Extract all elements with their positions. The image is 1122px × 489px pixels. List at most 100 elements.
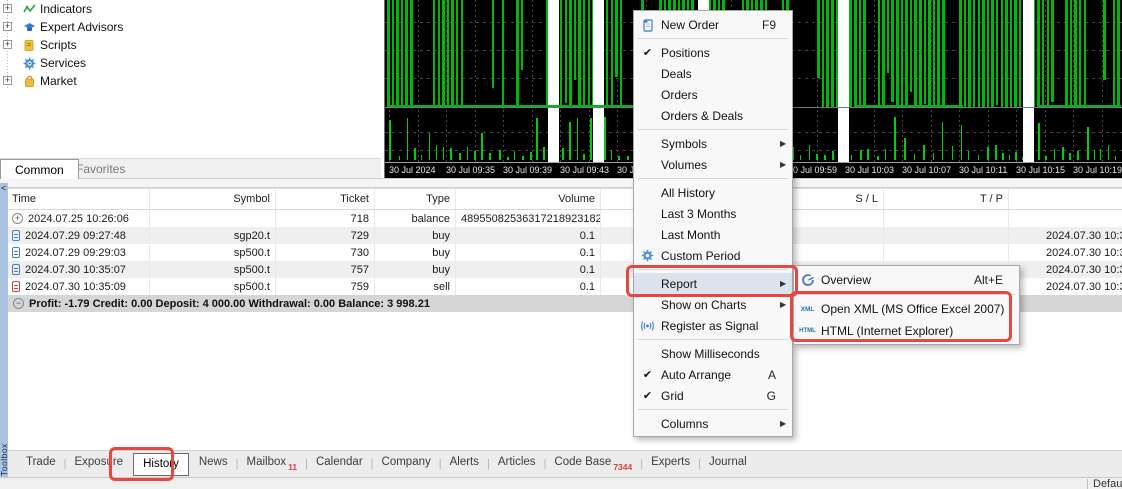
- volume-bar: [414, 148, 416, 160]
- price-bar: [982, 0, 985, 107]
- menu-item-last-month[interactable]: Last Month: [634, 224, 792, 245]
- menu-separator: [634, 266, 792, 273]
- tab-alerts[interactable]: Alerts: [444, 456, 485, 472]
- menu-item-label: Columns: [661, 416, 709, 431]
- volume-bar: [406, 118, 409, 160]
- navigator-item-market[interactable]: + Market: [0, 72, 380, 90]
- volume-bar: [932, 153, 935, 160]
- tab-articles[interactable]: Articles: [492, 456, 542, 472]
- menu-item-label: Overview: [821, 273, 872, 287]
- menu-item-auto-arrange[interactable]: ✔ Auto Arrange A: [634, 364, 792, 385]
- menu-item-label: Register as Signal: [661, 318, 759, 333]
- menu-item-report[interactable]: Report ▶: [634, 273, 792, 294]
- column-header-sl[interactable]: S / L: [759, 189, 884, 209]
- column-header-volume[interactable]: Volume: [456, 189, 601, 209]
- price-bar: [587, 0, 590, 107]
- tab-news[interactable]: News: [193, 456, 234, 472]
- history-row[interactable]: 2024.07.29 09:27:48 sgp20.t 729 buy 0.1 2024.…: [8, 227, 1122, 244]
- toolbox-dock-strip[interactable]: [0, 183, 8, 477]
- tab-history[interactable]: History: [133, 452, 189, 476]
- tab-exposure[interactable]: Exposure: [68, 456, 129, 472]
- menu-item-orders[interactable]: Orders: [634, 84, 792, 105]
- history-row[interactable]: +2024.07.25 10:26:06 718 balance 4895508253…: [8, 210, 1122, 227]
- volume-bar: [792, 147, 794, 160]
- tab-journal[interactable]: Journal: [703, 456, 753, 472]
- tab-trade[interactable]: Trade: [20, 456, 62, 472]
- column-header-time[interactable]: Time: [8, 189, 150, 209]
- tab-company[interactable]: Company: [376, 456, 437, 472]
- navigator-item-indicators[interactable]: + Indicators: [0, 0, 380, 18]
- volume-bar: [995, 145, 997, 160]
- tab-experts[interactable]: Experts: [645, 456, 696, 472]
- navigator-item-expert-advisors[interactable]: + Expert Advisors: [0, 18, 380, 36]
- price-bar: [919, 0, 922, 107]
- volume-bar: [499, 150, 501, 160]
- time-axis-label: 30 Jul 10:19: [1073, 165, 1122, 175]
- menu-item-deals[interactable]: Deals: [634, 63, 792, 84]
- chart-gridline-v: [446, 0, 447, 162]
- menu-item-columns[interactable]: Columns ▶: [634, 413, 792, 434]
- volume-bar: [913, 154, 915, 160]
- menu-item-show-on-charts[interactable]: Show on Charts ▶: [634, 294, 792, 315]
- menu-item-volumes[interactable]: Volumes ▶: [634, 154, 792, 175]
- column-header-type[interactable]: Type: [375, 189, 456, 209]
- submenu-item-open-xml-ms-office-excel-2007-[interactable]: XML Open XML (MS Office Excel 2007): [794, 298, 1019, 320]
- collapse-arrow-icon[interactable]: <: [1, 183, 7, 193]
- navigator-tab-favorites[interactable]: Favorites: [76, 162, 126, 176]
- navigator-item-services[interactable]: Services: [0, 54, 380, 72]
- horizontal-splitter[interactable]: [0, 178, 1122, 188]
- volume-bar: [1008, 155, 1011, 160]
- price-bar: [387, 0, 390, 107]
- expand-plus-icon[interactable]: +: [3, 3, 12, 13]
- tab-code-base[interactable]: Code Base 7344: [548, 456, 638, 472]
- menu-item-label: New Order: [661, 17, 720, 32]
- menu-item-positions[interactable]: ✔ Positions: [634, 42, 792, 63]
- status-profile-label[interactable]: Default: [1093, 478, 1122, 489]
- navigator-tab-common[interactable]: Common: [0, 159, 79, 179]
- cell-time: 2024.07.29 09:29:03: [8, 244, 150, 261]
- volume-bar: [987, 147, 989, 160]
- expand-plus-icon[interactable]: +: [3, 21, 12, 31]
- tab-mailbox[interactable]: Mailbox 11: [240, 456, 303, 472]
- menu-item-show-milliseconds[interactable]: Show Milliseconds: [634, 343, 792, 364]
- volume-bar: [420, 155, 423, 160]
- price-bar: [882, 0, 885, 107]
- tab-label: Trade: [26, 456, 56, 468]
- history-row[interactable]: 2024.07.30 10:35:09 sp500.t 759 sell 0.1 2024…: [8, 278, 1122, 295]
- expand-plus-icon[interactable]: +: [3, 39, 12, 49]
- cell-volume: 0.1: [456, 227, 601, 244]
- price-bar: [564, 0, 567, 103]
- menu-item-last-3-months[interactable]: Last 3 Months: [634, 203, 792, 224]
- tab-divider: |: [698, 458, 701, 470]
- volume-bar: [860, 150, 862, 160]
- history-row[interactable]: 2024.07.29 09:29:03 sp500.t 730 buy 0.1 2024.…: [8, 244, 1122, 261]
- volume-bar: [459, 153, 461, 160]
- navigator-item-label: Expert Advisors: [40, 20, 124, 34]
- price-bar: [968, 0, 971, 107]
- submenu-item-overview[interactable]: Overview Alt+E: [794, 269, 1019, 291]
- column-header-symbol[interactable]: Symbol: [150, 189, 276, 209]
- menu-item-all-history[interactable]: All History: [634, 182, 792, 203]
- expand-plus-icon[interactable]: +: [3, 75, 12, 85]
- submenu-item-html-internet-explorer-[interactable]: HTML HTML (Internet Explorer): [794, 320, 1019, 342]
- price-bar: [405, 0, 408, 107]
- cell-type: buy: [375, 244, 456, 261]
- navigator-item-scripts[interactable]: + Scripts: [0, 36, 380, 54]
- menu-item-register-as-signal[interactable]: Register as Signal: [634, 315, 792, 336]
- tab-calendar[interactable]: Calendar: [310, 456, 369, 472]
- menu-item-grid[interactable]: ✔ Grid G: [634, 385, 792, 406]
- price-bar: [863, 0, 866, 107]
- menu-item-custom-period[interactable]: Custom Period: [634, 245, 792, 266]
- cell-text: 2024.07.30 10:35:09: [25, 280, 126, 293]
- column-header-tp[interactable]: T / P: [884, 189, 1009, 209]
- price-bar: [849, 0, 852, 107]
- menu-item-orders-deals[interactable]: Orders & Deals: [634, 105, 792, 126]
- menu-item-new-order[interactable]: New Order F9: [634, 14, 792, 35]
- menu-item-symbols[interactable]: Symbols ▶: [634, 133, 792, 154]
- chart-gap-stripe: [1023, 0, 1034, 163]
- column-header-time[interactable]: Time: [1009, 189, 1122, 209]
- column-header-ticket[interactable]: Ticket: [276, 189, 375, 209]
- price-bar: [460, 0, 463, 107]
- volume-bar: [1015, 152, 1017, 160]
- cell-text: 757: [350, 263, 369, 276]
